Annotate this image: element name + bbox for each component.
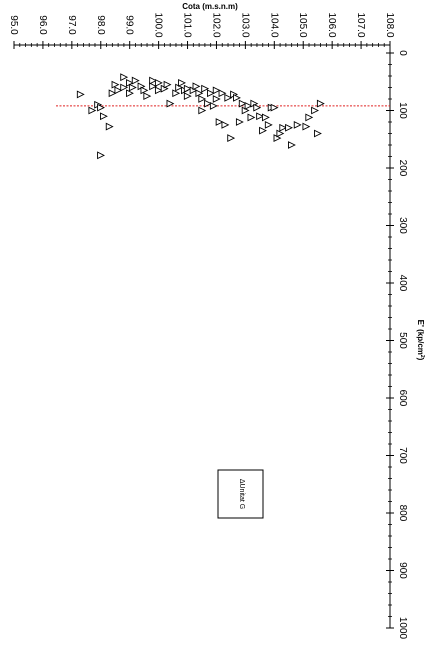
data-point bbox=[218, 89, 227, 98]
data-point bbox=[293, 120, 302, 129]
data-point bbox=[149, 82, 158, 91]
cota-tick-label: 104.0 bbox=[268, 12, 279, 37]
cota-tick-label: 95.0 bbox=[8, 15, 19, 35]
data-point bbox=[285, 123, 293, 132]
data-point bbox=[305, 113, 314, 122]
cota-tick-label: 97.0 bbox=[66, 15, 77, 35]
data-point bbox=[195, 89, 204, 98]
data-point bbox=[212, 86, 221, 95]
data-point bbox=[154, 78, 163, 87]
data-point bbox=[247, 113, 256, 122]
data-point bbox=[224, 93, 233, 102]
cota-tick-label: 100.0 bbox=[153, 12, 164, 37]
data-point bbox=[76, 90, 85, 99]
data-point bbox=[178, 78, 186, 87]
data-point bbox=[212, 95, 221, 103]
cota-tick-label: 102.0 bbox=[210, 12, 221, 37]
data-point bbox=[166, 99, 175, 108]
data-point bbox=[207, 89, 215, 98]
data-point bbox=[108, 89, 117, 98]
e-tick-label: 100 bbox=[397, 102, 408, 119]
cota-tick-label: 101.0 bbox=[182, 12, 193, 37]
cota-tick-label: 98.0 bbox=[95, 15, 106, 35]
data-point bbox=[227, 134, 236, 143]
data-point bbox=[256, 112, 265, 121]
data-point bbox=[120, 83, 129, 92]
data-point bbox=[204, 99, 212, 108]
data-point bbox=[270, 103, 279, 112]
e-tick-label: 700 bbox=[397, 447, 408, 464]
data-point bbox=[154, 86, 163, 95]
cota-tick-label: 96.0 bbox=[37, 15, 48, 35]
data-point bbox=[183, 92, 192, 101]
cota-tick-label: 105.0 bbox=[297, 12, 308, 37]
e-axis-title-superscript: 2 bbox=[419, 355, 425, 358]
e-tick-label: 800 bbox=[397, 505, 408, 522]
data-point bbox=[111, 80, 120, 89]
data-point bbox=[100, 112, 108, 121]
legend: ΔUnitat G bbox=[217, 469, 264, 519]
legend-entry: ΔUnitat G bbox=[238, 479, 245, 509]
cota-tick-label: 107.0 bbox=[355, 12, 366, 37]
data-point bbox=[235, 118, 244, 126]
data-point bbox=[114, 86, 123, 95]
axes bbox=[14, 44, 391, 628]
data-point bbox=[126, 89, 134, 98]
data-point bbox=[221, 120, 230, 129]
legend-box bbox=[217, 469, 264, 519]
data-point bbox=[163, 80, 172, 89]
data-point bbox=[198, 106, 207, 115]
e-tick-label: 0 bbox=[397, 50, 408, 56]
e-axis-title-main: E' (kp/cm bbox=[416, 320, 425, 355]
data-point bbox=[311, 106, 320, 115]
data-point bbox=[192, 82, 201, 91]
data-point bbox=[279, 123, 288, 132]
data-point bbox=[261, 113, 270, 122]
data-point bbox=[209, 101, 218, 110]
data-point bbox=[264, 120, 273, 129]
e-tick-label: 200 bbox=[397, 160, 408, 177]
e-tick-label: 500 bbox=[397, 332, 408, 349]
e-axis-title: E' (kp/cm2) bbox=[416, 320, 425, 361]
cota-tick-label: 108.0 bbox=[384, 12, 395, 37]
e-tick-label: 300 bbox=[397, 217, 408, 234]
data-point bbox=[172, 89, 181, 98]
data-point bbox=[140, 86, 149, 95]
data-point bbox=[105, 122, 114, 131]
data-point bbox=[259, 126, 267, 135]
data-point bbox=[97, 151, 105, 160]
e-axis-title-close: ) bbox=[416, 358, 425, 361]
data-point bbox=[128, 83, 137, 92]
data-point bbox=[276, 129, 285, 138]
data-point bbox=[198, 95, 207, 103]
data-point bbox=[201, 84, 210, 93]
e-tick-label: 900 bbox=[397, 562, 408, 579]
data-point bbox=[288, 141, 296, 149]
e-tick-label: 600 bbox=[397, 390, 408, 407]
data-point bbox=[215, 118, 224, 126]
data-point bbox=[314, 129, 322, 138]
cota-tick-label: 99.0 bbox=[124, 15, 135, 35]
data-point bbox=[149, 76, 158, 85]
data-point bbox=[238, 99, 247, 108]
cota-tick-label: 103.0 bbox=[239, 12, 250, 37]
data-point bbox=[253, 103, 262, 112]
data-points bbox=[76, 73, 325, 160]
e-tick-label: 400 bbox=[397, 275, 408, 292]
e-tick-label: 1000 bbox=[397, 617, 408, 640]
axis-ticks: 95.0 96.0 97.0 98.0 99.0 100.0 101.0 102.0 103.0… bbox=[8, 12, 408, 639]
data-point bbox=[131, 76, 140, 85]
data-point bbox=[120, 73, 129, 82]
cota-tick-label: 106.0 bbox=[326, 12, 337, 37]
data-point bbox=[302, 122, 311, 131]
data-point bbox=[316, 99, 325, 108]
data-point bbox=[183, 84, 192, 93]
data-point bbox=[88, 106, 97, 115]
data-point bbox=[143, 92, 152, 101]
data-point bbox=[244, 101, 253, 110]
data-point bbox=[97, 103, 105, 112]
data-point bbox=[233, 93, 241, 102]
cota-axis-title: Cota (m.s.n.m) bbox=[182, 2, 238, 11]
